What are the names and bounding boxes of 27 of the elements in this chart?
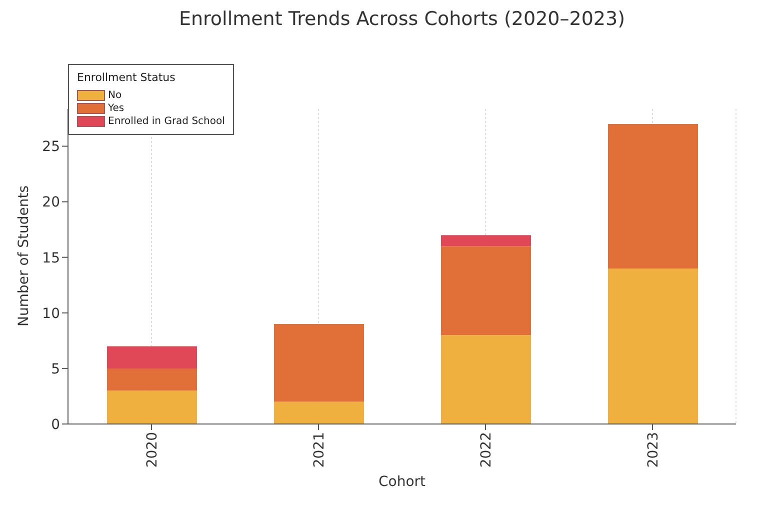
legend-label: Enrolled in Grad School [108, 116, 225, 127]
x-tick-label: 2020 [144, 432, 160, 468]
x-tick-label: 2023 [645, 432, 662, 468]
y-tick-label: 20 [42, 194, 60, 211]
bar [441, 246, 531, 336]
y-tick-label: 15 [42, 250, 60, 266]
y-tick-label: 0 [51, 416, 60, 433]
bar [274, 324, 364, 402]
bar [608, 268, 698, 424]
x-axis-title: Cohort [378, 474, 426, 490]
bar [274, 402, 364, 424]
bar [608, 124, 698, 268]
bar [441, 335, 531, 424]
bar [107, 346, 197, 368]
x-tick-label: 2022 [478, 432, 494, 468]
y-tick-label: 10 [42, 306, 60, 322]
y-tick-label: 25 [42, 139, 60, 156]
y-axis-title: Number of Students [16, 185, 32, 326]
legend-label: No [108, 90, 122, 101]
bar [107, 368, 197, 391]
legend-label: Yes [108, 103, 124, 114]
legend-title: Enrollment Status [77, 71, 176, 84]
bar [107, 390, 197, 424]
chart-title: Enrollment Trends Across Cohorts (2020–2023) [178, 8, 626, 32]
y-tick-label: 5 [51, 361, 60, 378]
x-tick-label: 2021 [311, 432, 328, 468]
bar [441, 235, 531, 246]
